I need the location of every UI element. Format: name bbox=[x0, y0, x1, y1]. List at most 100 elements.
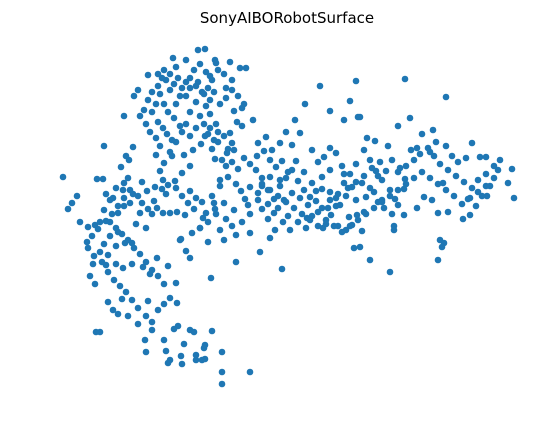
scatter-point bbox=[148, 88, 156, 96]
scatter-point bbox=[332, 149, 340, 157]
scatter-point bbox=[363, 134, 371, 142]
scatter-point bbox=[86, 272, 94, 280]
scatter-point bbox=[234, 92, 242, 100]
scatter-point bbox=[178, 169, 186, 177]
scatter-point bbox=[119, 264, 127, 272]
scatter-point bbox=[468, 184, 476, 192]
scatter-point bbox=[186, 108, 194, 116]
scatter-point bbox=[136, 250, 144, 258]
scatter-point bbox=[160, 159, 168, 167]
scatter-point bbox=[120, 179, 128, 187]
scatter-point bbox=[407, 146, 415, 154]
scatter-point bbox=[119, 186, 127, 194]
scatter-point bbox=[206, 72, 214, 80]
scatter-point bbox=[194, 46, 202, 54]
scatter-point bbox=[142, 120, 150, 128]
scatter-point bbox=[159, 176, 167, 184]
scatter-point bbox=[284, 212, 292, 220]
scatter-point bbox=[442, 186, 450, 194]
scatter-point bbox=[132, 220, 140, 228]
scatter-point bbox=[186, 187, 194, 195]
scatter-point bbox=[228, 222, 236, 230]
scatter-point bbox=[160, 300, 168, 308]
scatter-point bbox=[232, 180, 240, 188]
scatter-point bbox=[164, 262, 172, 270]
scatter-point bbox=[410, 156, 418, 164]
scatter-point bbox=[258, 180, 266, 188]
scatter-point bbox=[216, 226, 224, 234]
scatter-point bbox=[232, 258, 240, 266]
scatter-point bbox=[104, 268, 112, 276]
scatter-point bbox=[134, 192, 142, 200]
scatter-point bbox=[388, 156, 396, 164]
scatter-point bbox=[330, 222, 338, 230]
scatter-point bbox=[181, 211, 189, 219]
scatter-point bbox=[264, 200, 272, 208]
scatter-point bbox=[430, 152, 438, 160]
scatter-point bbox=[226, 129, 234, 137]
scatter-point bbox=[172, 63, 180, 71]
scatter-point bbox=[154, 306, 162, 314]
scatter-point bbox=[362, 193, 370, 201]
scatter-point bbox=[308, 179, 316, 187]
scatter-point bbox=[390, 222, 398, 230]
scatter-point bbox=[370, 188, 378, 196]
scatter-point bbox=[166, 294, 174, 302]
scatter-point bbox=[202, 209, 210, 217]
scatter-point bbox=[198, 198, 206, 206]
scatter-point bbox=[258, 205, 266, 213]
scatter-point bbox=[89, 260, 97, 268]
scatter-point bbox=[352, 178, 360, 186]
scatter-point bbox=[332, 202, 340, 210]
scatter-point bbox=[274, 192, 282, 200]
scatter-point bbox=[288, 166, 296, 174]
scatter-point bbox=[490, 162, 498, 170]
scatter-point bbox=[166, 148, 174, 156]
scatter-point bbox=[196, 60, 204, 68]
scatter-point bbox=[208, 327, 216, 335]
scatter-point bbox=[296, 129, 304, 137]
scatter-point bbox=[322, 216, 330, 224]
scatter-point bbox=[84, 244, 92, 252]
scatter-point bbox=[312, 197, 320, 205]
scatter-point bbox=[172, 279, 180, 287]
scatter-point bbox=[154, 70, 162, 78]
scatter-point bbox=[214, 128, 222, 136]
scatter-point bbox=[342, 192, 350, 200]
scatter-point bbox=[244, 201, 252, 209]
scatter-point bbox=[306, 193, 314, 201]
scatter-point bbox=[288, 189, 296, 197]
scatter-point bbox=[212, 59, 220, 67]
scatter-point bbox=[394, 122, 402, 130]
scatter-point bbox=[260, 147, 268, 155]
scatter-point bbox=[376, 158, 384, 166]
scatter-point bbox=[253, 152, 261, 160]
scatter-point bbox=[116, 282, 124, 290]
scatter-point bbox=[118, 230, 126, 238]
scatter-point bbox=[220, 70, 228, 78]
scatter-point bbox=[204, 130, 212, 138]
scatter-point bbox=[204, 84, 212, 92]
scatter-point bbox=[354, 216, 362, 224]
scatter-point bbox=[222, 162, 230, 170]
scatter-point bbox=[410, 174, 418, 182]
scatter-point bbox=[160, 100, 168, 108]
scatter-point bbox=[166, 70, 174, 78]
scatter-point bbox=[144, 71, 152, 79]
scatter-point bbox=[178, 84, 186, 92]
scatter-point bbox=[236, 64, 244, 72]
scatter-point bbox=[126, 199, 134, 207]
scatter-point bbox=[314, 222, 322, 230]
scatter-point bbox=[177, 235, 185, 243]
scatter-point bbox=[298, 210, 306, 218]
scatter-point bbox=[352, 196, 360, 204]
scatter-point bbox=[134, 86, 142, 94]
scatter-point bbox=[212, 210, 220, 218]
scatter-point bbox=[224, 173, 232, 181]
scatter-point bbox=[98, 258, 106, 266]
scatter-point bbox=[350, 244, 358, 252]
scatter-point bbox=[104, 298, 112, 306]
scatter-point bbox=[291, 116, 299, 124]
scatter-point bbox=[144, 297, 152, 305]
scatter-point bbox=[114, 310, 122, 318]
